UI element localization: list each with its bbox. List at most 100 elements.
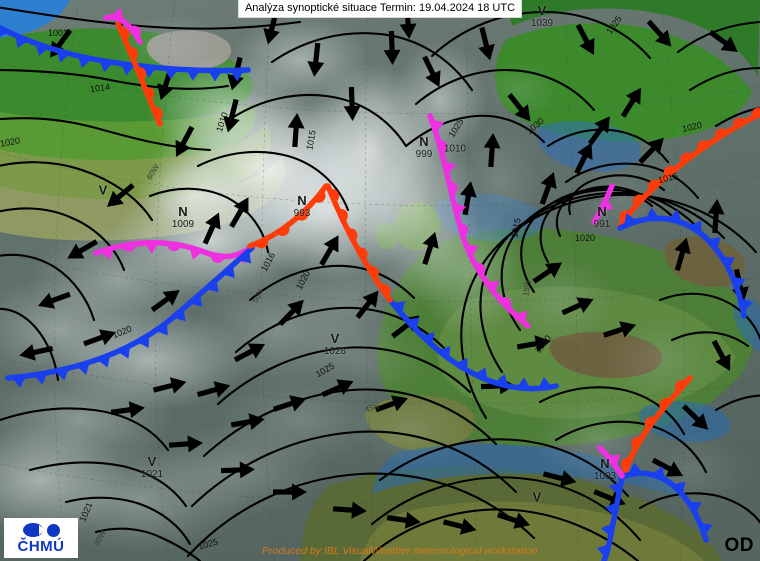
front-line (0, 24, 251, 74)
isobar (248, 264, 416, 302)
wind-arrow-icon (708, 29, 738, 52)
pressure-centre-value: 1021 (140, 469, 164, 480)
pressure-centre-value: 1009 (171, 219, 195, 230)
front-cold (5, 245, 255, 388)
isobar (0, 407, 170, 452)
cold-front-barb-icon (607, 454, 621, 467)
wind-arrow-icon (638, 137, 664, 165)
front-line (5, 245, 255, 381)
cold-front-barb-icon (596, 544, 610, 558)
isobar (688, 66, 760, 92)
cold-front-barb-icon (431, 119, 445, 133)
pressure-centre-symbol: N (600, 456, 610, 471)
wind-arrow-icon (321, 379, 354, 398)
pressure-centre-symbol: N (597, 204, 607, 219)
warm-front-bump-icon (329, 189, 340, 203)
cold-front-barb-icon (406, 317, 420, 331)
wind-arrow-icon (319, 235, 339, 267)
pressure-centre-low-central-n2: 1010 (444, 142, 466, 155)
warm-front-bump-icon (136, 66, 147, 81)
warm-front-bump-icon (438, 139, 448, 154)
pressure-centre-value: 991 (593, 219, 611, 230)
warm-front-bump-icon (680, 152, 693, 164)
wind-arrow-icon (375, 395, 408, 413)
cold-front-barb-icon (453, 202, 467, 217)
warm-front-bump-icon (644, 416, 656, 430)
warm-front-bump-icon (144, 87, 155, 101)
front-occluded (597, 445, 625, 479)
cold-front-barb-icon (238, 250, 252, 264)
wind-arrow-icon (273, 483, 307, 501)
cold-front-barb-icon (601, 523, 614, 538)
pressure-centre-value: 993 (293, 208, 311, 219)
warm-front-bump-icon (751, 107, 760, 118)
cold-front-barb-icon (99, 60, 113, 73)
wind-arrow-icon (574, 142, 593, 175)
wind-arrow-icon (67, 239, 99, 259)
isobar-label: 1020 (574, 233, 596, 243)
wind-arrow-icon (229, 197, 249, 229)
pressure-centre-high-nw: V (98, 182, 108, 198)
pressure-centre-symbol: N (297, 193, 307, 208)
warm-front-bump-icon (119, 26, 130, 41)
wind-arrow-icon (707, 199, 725, 234)
pressure-centre-symbol: V (147, 454, 157, 469)
isobar (378, 438, 630, 498)
wind-arrow-icon (223, 98, 240, 133)
warm-front-bump-icon (167, 243, 182, 252)
cold-front-barb-icon (144, 242, 159, 254)
cold-front-barb-icon (668, 209, 682, 223)
front-occluded (427, 113, 531, 329)
cold-front-barb-icon (189, 247, 203, 260)
pressure-centre-low-atlantic-main: N 993 (293, 193, 311, 219)
front-occluded (103, 7, 143, 45)
wind-arrow-icon (711, 339, 731, 372)
wind-arrow-icon (278, 299, 304, 327)
corner-tag: OD (724, 535, 754, 556)
cold-front-barb-icon (516, 377, 531, 389)
warm-front-bump-icon (357, 247, 368, 261)
isobar (430, 10, 652, 60)
cold-front-barb-icon (15, 35, 29, 49)
cold-front-barb-icon (155, 322, 168, 336)
front-cold (596, 475, 625, 561)
pressure-centre-symbol: V (98, 182, 108, 198)
front-warm (325, 183, 393, 303)
chmu-logo: ČHMÚ (4, 518, 78, 558)
isobar (94, 527, 202, 561)
cold-front-barb-icon (732, 276, 746, 290)
cold-front-barb-icon (721, 256, 735, 269)
isobar (230, 93, 408, 148)
cold-front-barb-icon (628, 462, 643, 475)
wind-arrow-icon (220, 461, 255, 479)
isobar (638, 492, 760, 524)
warm-front-bump-icon (499, 297, 512, 310)
warm-front-bump-icon (368, 266, 379, 279)
wind-arrow-icon (542, 470, 577, 487)
cold-front-barb-icon (186, 69, 201, 81)
cold-front-barb-icon (172, 308, 186, 322)
chmu-logo-mark (22, 522, 60, 539)
cold-front-barb-icon (76, 362, 90, 375)
cold-front-barb-icon (0, 25, 9, 39)
cold-front-barb-icon (205, 279, 219, 293)
warm-front-bump-icon (659, 397, 671, 411)
warm-front-bump-icon (128, 46, 138, 61)
front-occluded (591, 183, 615, 225)
cold-front-barb-icon (494, 373, 509, 387)
pressure-centre-symbol: N (178, 204, 188, 219)
wind-arrow-icon (355, 290, 379, 319)
cold-front-barb-icon (142, 66, 157, 78)
wind-arrow-layer (19, 4, 749, 535)
cold-front-barb-icon (164, 68, 179, 80)
cold-front-barb-icon (110, 7, 124, 21)
cold-front-barb-icon (740, 298, 753, 312)
logo-blob-left-icon (22, 523, 43, 537)
logo-blob-right-icon (46, 523, 60, 537)
cold-front-barb-icon (230, 70, 245, 82)
cold-front-barb-icon (623, 213, 637, 226)
cold-front-barb-icon (538, 376, 553, 389)
wind-arrow-icon (442, 518, 477, 535)
